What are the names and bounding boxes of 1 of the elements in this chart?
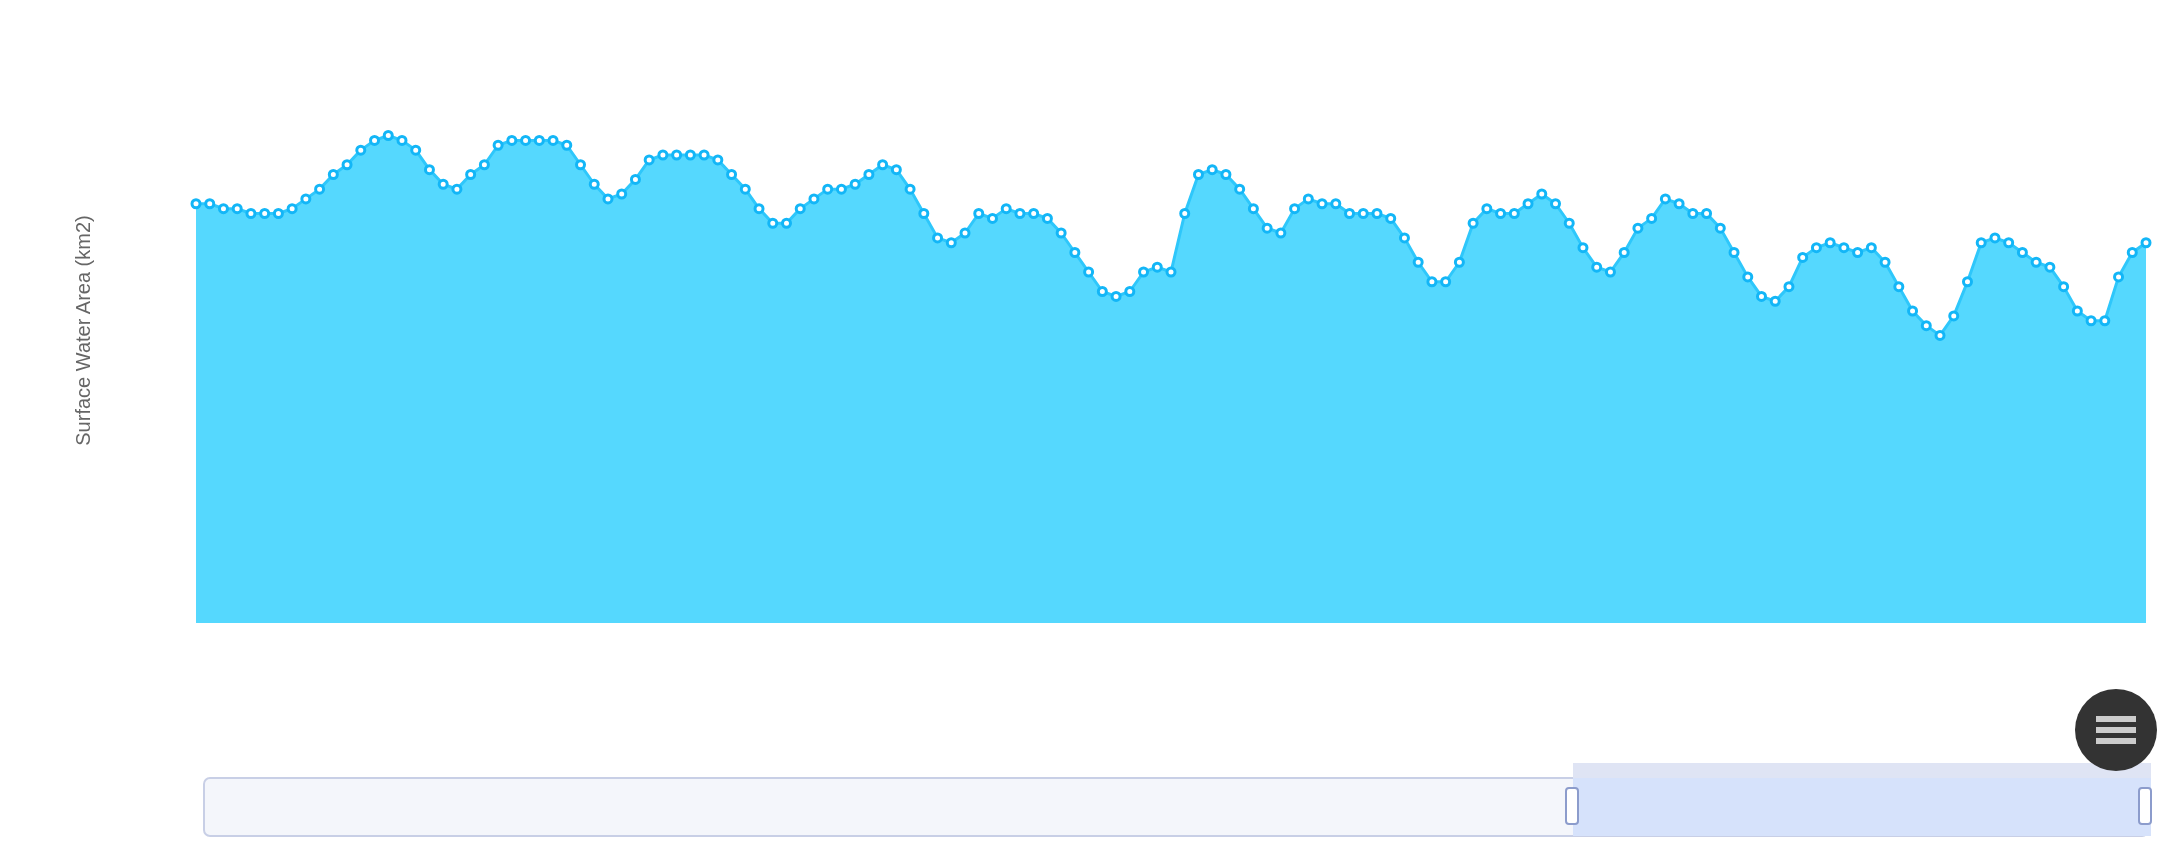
- y-axis-title: Surface Water Area (km2): [72, 215, 95, 446]
